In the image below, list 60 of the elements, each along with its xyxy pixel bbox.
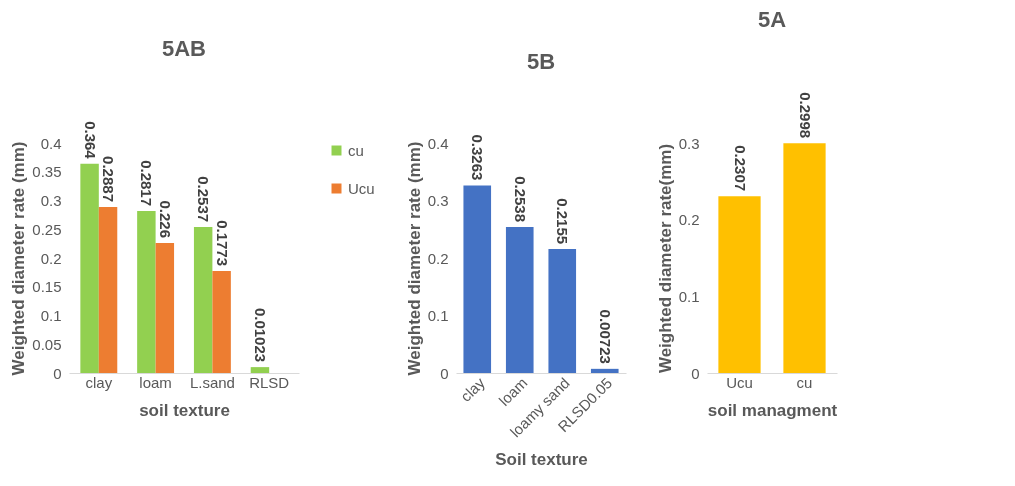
data-label: 0.3263 <box>469 134 487 181</box>
data-label: 0.226 <box>156 200 174 239</box>
data-label: 0.00723 <box>596 309 614 364</box>
data-label: 0.2887 <box>100 156 118 202</box>
y-tick-label: 0.25 <box>32 220 62 238</box>
data-label: 0.2537 <box>195 176 213 223</box>
y-tick-label: 0.3 <box>40 192 62 209</box>
x-tick-label: RLSD <box>249 373 290 391</box>
y-axis-title: Weighted diameter rate(mm) <box>655 143 675 374</box>
data-label: 0.2155 <box>554 198 572 245</box>
bar <box>505 227 534 373</box>
y-tick-label: 0.2 <box>427 249 449 267</box>
x-tick-label: L.sand <box>189 373 235 391</box>
y-tick-label: 0.15 <box>32 278 62 296</box>
y-axis-title: Weighted diameter rate (mm) <box>404 141 424 376</box>
bar <box>193 227 213 373</box>
chart-title: 5B <box>526 49 556 75</box>
bar <box>250 367 270 373</box>
chart-title: 5AB <box>161 36 207 62</box>
data-label: 0.01023 <box>251 307 269 363</box>
data-label: 0.2817 <box>138 160 156 207</box>
y-axis-title: Weighted diameter rate (mm) <box>9 141 29 376</box>
bar <box>212 271 231 373</box>
x-tick-label: clay <box>85 373 113 391</box>
x-tick-label: cu <box>796 373 813 391</box>
bar <box>155 243 175 373</box>
y-tick-label: 0.1 <box>427 307 449 324</box>
x-tick-label: loam <box>139 373 172 391</box>
legend-label: Ucu <box>348 179 375 197</box>
data-label: 0.2998 <box>796 92 814 139</box>
data-label: 0.2538 <box>511 176 529 223</box>
y-tick-label: 0 <box>53 364 62 382</box>
data-label: 0.364 <box>81 121 99 160</box>
bar <box>548 249 577 373</box>
chart-title: 5A <box>757 7 787 33</box>
y-tick-label: 0 <box>691 364 700 382</box>
y-tick-label: 0.2 <box>678 211 700 229</box>
bar <box>463 185 492 373</box>
y-tick-label: 0.4 <box>427 134 449 152</box>
x-axis-title: soil texture <box>139 400 230 420</box>
y-tick-label: 0.4 <box>40 134 62 152</box>
data-label: 0.1773 <box>213 220 231 267</box>
bar <box>137 211 156 373</box>
x-tick-label: Ucu <box>726 373 753 391</box>
y-tick-label: 0.1 <box>678 287 700 305</box>
y-tick-label: 0.05 <box>32 335 62 353</box>
y-tick-label: 0.3 <box>678 134 700 152</box>
x-axis-title: soil managment <box>707 400 838 420</box>
bar <box>590 368 619 373</box>
legend-label: cu <box>348 141 364 159</box>
y-tick-label: 0.35 <box>32 163 62 181</box>
y-tick-label: 0.2 <box>40 249 62 267</box>
bar <box>98 207 118 373</box>
y-tick-label: 0.1 <box>40 307 62 324</box>
y-tick-label: 0.3 <box>427 192 449 209</box>
y-tick-label: 0 <box>440 364 449 382</box>
bar <box>80 163 99 373</box>
x-axis-title: Soil texture <box>495 450 588 470</box>
x-tick-label: clay <box>456 373 489 405</box>
data-label: 0.2307 <box>731 145 749 192</box>
